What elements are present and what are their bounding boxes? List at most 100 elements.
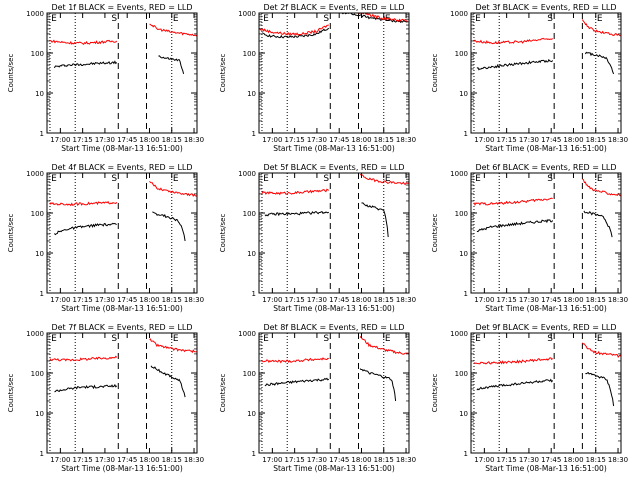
events-series-line [584,51,615,75]
chart-panel-8: Det 8f BLACK = Events, RED = LLD Counts/s… [219,323,416,473]
x-tick-label: 17:30 [95,296,115,304]
region-label: E [263,174,269,184]
x-tick-label: 17:45 [541,136,561,144]
region-label: E [263,14,269,24]
y-tick-label: 100 [455,370,468,378]
lld-series-line [582,178,622,197]
lld-series-line [149,180,198,198]
x-tick-label: 17:30 [95,456,115,464]
x-tick-label: 18:30 [184,456,204,464]
x-tick-label: 18:15 [374,456,394,464]
x-tick-label: 17:45 [541,296,561,304]
x-tick-label: 17:30 [307,456,327,464]
region-label: E [597,174,603,184]
x-tick-label: 17:00 [262,296,282,304]
lld-series-line [149,23,198,37]
lld-series-line [149,338,198,354]
region-label: E [475,334,481,344]
x-tick-label: 18:30 [396,136,416,144]
region-label: E [385,174,391,184]
x-tick-label: 18:30 [396,296,416,304]
plot-frame [258,12,410,134]
y-tick-label: 10 [247,90,256,98]
x-axis-label: Start Time (08-Mar-13 16:51:00) [273,304,395,313]
events-series-line [150,365,186,398]
events-series-line [54,222,117,236]
events-series-line [583,210,613,238]
events-series-line [54,383,118,393]
plot-frame [46,12,198,134]
x-tick-label: 18:15 [162,136,182,144]
region-label: E [597,14,603,24]
chart-title: Det 4f BLACK = Events, RED = LLD [51,163,192,172]
y-tick-label: 1 [464,290,468,298]
chart-title: Det 3f BLACK = Events, RED = LLD [475,3,616,12]
x-axis-label: Start Time (08-Mar-13 16:51:00) [61,144,183,153]
y-tick-label: 1 [40,130,44,138]
x-tick-label: 17:15 [285,136,305,144]
y-axis-label: Counts/sec [431,374,439,413]
x-tick-label: 17:45 [329,136,349,144]
y-axis-label: Counts/sec [219,214,227,253]
x-tick-label: 17:45 [329,296,349,304]
x-tick-label: 18:00 [563,296,583,304]
y-tick-label: 100 [31,50,44,58]
x-tick-label: 18:00 [139,296,159,304]
y-tick-label: 100 [243,370,256,378]
x-tick-label: 17:45 [117,296,137,304]
x-tick-label: 18:15 [162,456,182,464]
region-label: S [323,174,329,184]
x-tick-label: 17:45 [117,136,137,144]
chart-title: Det 2f BLACK = Events, RED = LLD [263,3,404,12]
region-label: E [385,14,391,24]
x-tick-label: 17:00 [474,136,494,144]
region-label: S [111,174,117,184]
x-tick-label: 17:15 [285,456,305,464]
x-tick-label: 18:15 [586,456,606,464]
x-tick-label: 18:15 [162,296,182,304]
y-tick-label: 1 [464,450,468,458]
events-series-line [264,377,330,387]
y-tick-label: 10 [459,410,468,418]
region-label: E [475,14,481,24]
x-tick-label: 18:00 [139,136,159,144]
plot-frame [470,12,622,134]
region-label: E [173,14,179,24]
y-tick-label: 1 [40,290,44,298]
lld-series-line [473,37,554,45]
lld-series-line [261,188,329,196]
y-axis-label: Counts/sec [7,374,15,413]
x-tick-label: 17:15 [73,296,93,304]
events-series-line [158,55,185,75]
region-label: E [173,334,179,344]
x-tick-label: 18:15 [374,296,394,304]
plot-frame [470,332,622,454]
y-axis-label: Counts/sec [431,54,439,93]
x-tick-label: 17:30 [519,296,539,304]
chart-panel-7: Det 7f BLACK = Events, RED = LLD Counts/s… [7,323,204,473]
x-tick-label: 18:00 [139,456,159,464]
y-tick-label: 100 [31,370,44,378]
x-tick-label: 18:00 [351,456,371,464]
x-tick-label: 17:15 [73,456,93,464]
region-label: E [263,334,269,344]
y-tick-label: 1000 [238,330,256,338]
region-label: E [51,174,57,184]
x-tick-label: 18:00 [563,456,583,464]
region-label: E [51,14,57,24]
y-tick-label: 100 [243,210,256,218]
lld-series-line [359,335,410,355]
x-tick-label: 17:45 [541,456,561,464]
chart-title: Det 1f BLACK = Events, RED = LLD [51,3,192,12]
y-tick-label: 1 [252,130,256,138]
y-tick-label: 10 [247,410,256,418]
chart-title: Det 9f BLACK = Events, RED = LLD [475,323,616,332]
lld-series-line [473,357,554,365]
events-series-line [476,378,554,391]
x-tick-label: 18:30 [608,136,628,144]
chart-title: Det 6f BLACK = Events, RED = LLD [475,163,616,172]
y-axis-label: Counts/sec [219,54,227,93]
y-tick-label: 1 [464,130,468,138]
x-tick-label: 18:00 [351,296,371,304]
